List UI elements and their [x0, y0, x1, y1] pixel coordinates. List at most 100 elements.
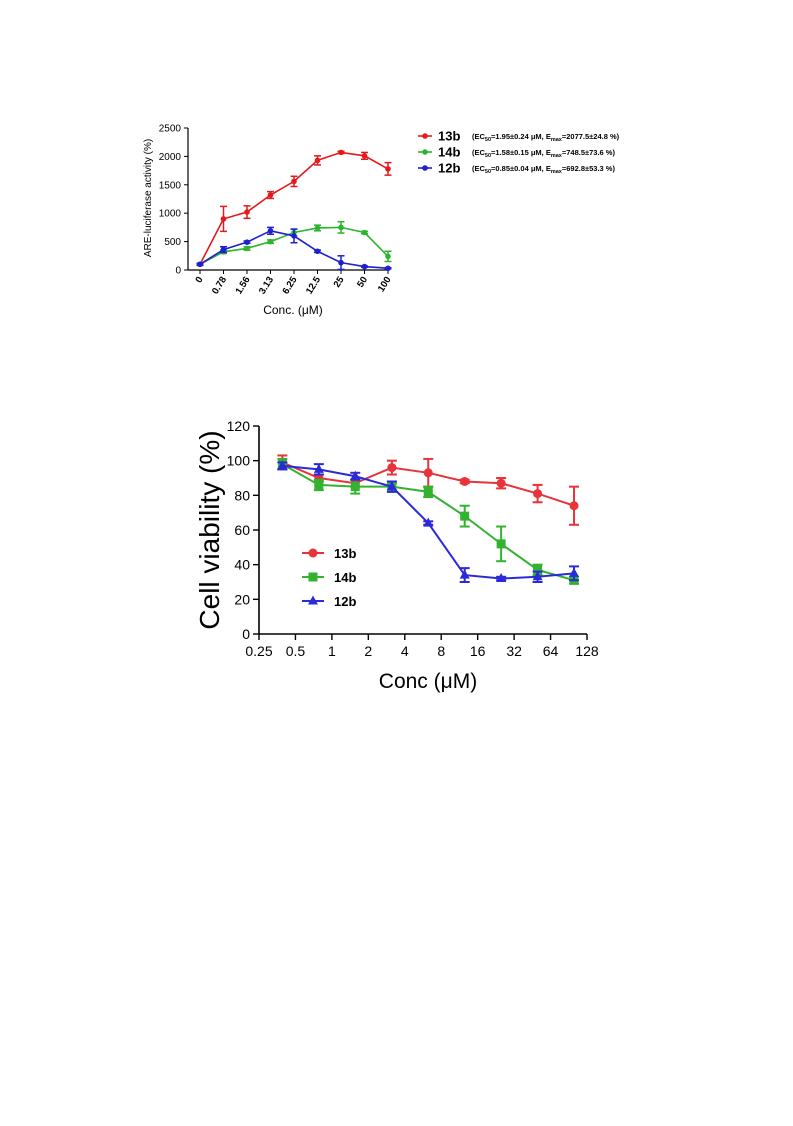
chart1-y-tick-label: 500	[164, 237, 181, 248]
chart1-legend-item-14b: 14b (EC50=1.58±0.15 μM, Emax=748.5±73.6 %…	[418, 145, 615, 160]
chart1-data-point	[385, 166, 391, 172]
annotation-part: =692.8±53.3 %)	[562, 164, 616, 173]
chart2-x-tick-label: 1	[328, 643, 336, 659]
chart1-legend-item-12b: 12b (EC50=0.85±0.04 μM, Emax=692.8±53.3 %…	[418, 161, 615, 176]
chart1-data-point	[244, 239, 250, 245]
chart1-x-tick-label: 1.56	[233, 275, 252, 297]
chart1-x-tick-label: 6.25	[280, 274, 300, 296]
chart2-x-tick-label: 8	[437, 643, 445, 659]
chart1-data-point	[267, 192, 274, 198]
chart2-data-point	[460, 511, 470, 521]
chart1-data-point	[385, 265, 391, 272]
chart1-x-tick-label: 0	[193, 275, 205, 285]
chart1-y-tick-label: 1000	[159, 209, 182, 220]
chart1-x-tick-label: 3.13	[257, 275, 276, 297]
chart1-data-point	[314, 225, 321, 231]
chart1-data-point	[220, 246, 227, 253]
chart1-legend-annotation: (EC50=1.95±0.24 μM, Emax=2077.5±24.8 %)	[472, 132, 620, 143]
annotation-part: =0.85±0.04 μM, E	[491, 164, 551, 173]
annotation-sub: max	[551, 137, 563, 143]
chart2-y-tick-label: 80	[234, 487, 250, 503]
chart1-legend-annotation: (EC50=0.85±0.04 μM, Emax=692.8±53.3 %)	[472, 164, 615, 175]
chart1-data-point	[314, 157, 321, 164]
chart2-data-point	[350, 482, 360, 492]
chart1-data-point	[338, 224, 344, 231]
chart2-legend-item-14b: 14b	[302, 570, 356, 585]
chart2-legend-marker	[308, 595, 318, 605]
annotation-part: (EC	[472, 164, 486, 173]
chart1-data-point	[361, 153, 368, 159]
annotation-sub: 50	[485, 137, 491, 143]
chart1-data-point	[385, 253, 391, 260]
chart2-x-axis-label: Conc (μM)	[379, 670, 477, 693]
chart1-legend-marker	[422, 165, 428, 171]
chart2-y-tick-label: 40	[234, 557, 250, 573]
chart2-legend-label: 13b	[334, 546, 356, 561]
chart2-y-axis-label: Cell viability (%)	[194, 430, 225, 629]
chart2-legend-marker	[308, 572, 318, 582]
chart1-y-tick-label: 1500	[159, 180, 182, 191]
chart2-data-point	[496, 539, 506, 549]
chart2-x-tick-label: 2	[364, 643, 372, 659]
chart1-series-12b	[196, 226, 392, 272]
chart1-x-tick-label: 12.5	[304, 274, 324, 296]
chart2-y-tick-label: 0	[242, 626, 250, 642]
luciferase-chart: ARE-luciferase activity (%) Conc. (μM) 0…	[143, 124, 620, 318]
chart1-series-13b	[196, 149, 392, 268]
chart1-data-point	[267, 228, 274, 234]
chart1-legend-label: 14b	[438, 145, 460, 160]
chart1-data-point	[291, 233, 297, 239]
annotation-part: =748.5±73.6 %)	[562, 148, 616, 157]
chart1-data-point	[361, 263, 368, 270]
chart2-legend-item-12b: 12b	[302, 594, 356, 609]
chart1-data-point	[244, 245, 250, 252]
annotation-part: =1.58±0.15 μM, E	[491, 148, 551, 157]
chart1-legend-annotation: (EC50=1.58±0.15 μM, Emax=748.5±73.6 %)	[472, 148, 615, 159]
chart2-data-point	[532, 571, 543, 581]
annotation-sub: 50	[485, 153, 491, 159]
chart2-data-point	[423, 517, 434, 527]
chart1-legend-label: 13b	[438, 129, 460, 144]
chart2-x-tick-label: 0.25	[245, 643, 272, 659]
chart1-legend-marker	[422, 149, 428, 155]
chart2-x-tick-label: 64	[543, 643, 559, 659]
annotation-sub: max	[551, 169, 563, 175]
annotation-part: (EC	[472, 132, 486, 141]
annotation-sub: max	[551, 153, 563, 159]
chart2-y-tick-label: 60	[234, 522, 250, 538]
viability-chart: Cell viability (%) Conc (μM) 0 20 40 60 80 1 0…	[194, 418, 599, 693]
chart2-x-tick-label: 16	[470, 643, 486, 659]
chart2-data-point	[533, 489, 543, 499]
chart2-data-point	[569, 501, 579, 511]
chart2-y-tick-label: 120	[227, 418, 251, 434]
chart1-data-point	[338, 149, 344, 156]
chart1-data-point	[338, 259, 344, 266]
chart2-data-point	[313, 463, 324, 473]
annotation-sub: 50	[485, 169, 491, 175]
chart1-legend-marker	[422, 133, 428, 139]
chart1-x-tick-label: 0.78	[210, 275, 229, 297]
chart2-data-point	[314, 480, 324, 490]
chart1-x-tick-label: 25	[332, 274, 347, 289]
chart1-data-point	[220, 216, 227, 222]
chart2-legend-label: 12b	[334, 594, 356, 609]
chart1-x-tick-label: 50	[355, 275, 370, 290]
chart2-legend-item-13b: 13b	[302, 546, 356, 561]
chart2-x-tick-label: 32	[506, 643, 522, 659]
chart2-data-point	[350, 470, 361, 480]
annotation-part: =1.95±0.24 μM, E	[491, 132, 551, 141]
chart2-x-tick-label: 4	[401, 643, 409, 659]
chart1-data-point	[314, 248, 321, 255]
chart2-data-point	[496, 478, 506, 488]
chart2-data-point	[459, 569, 470, 579]
chart2-legend-label: 14b	[334, 570, 356, 585]
chart1-legend-item-13b: 13b (EC50=1.95±0.24 μM, Emax=2077.5±24.8 …	[418, 129, 620, 144]
chart2-data-point	[496, 573, 507, 583]
chart1-data-point	[197, 261, 203, 268]
chart2-data-point	[533, 565, 543, 575]
annotation-part: =2077.5±24.8 %)	[562, 132, 620, 141]
chart2-data-point	[277, 460, 288, 470]
chart2-y-tick-label: 20	[234, 591, 250, 607]
